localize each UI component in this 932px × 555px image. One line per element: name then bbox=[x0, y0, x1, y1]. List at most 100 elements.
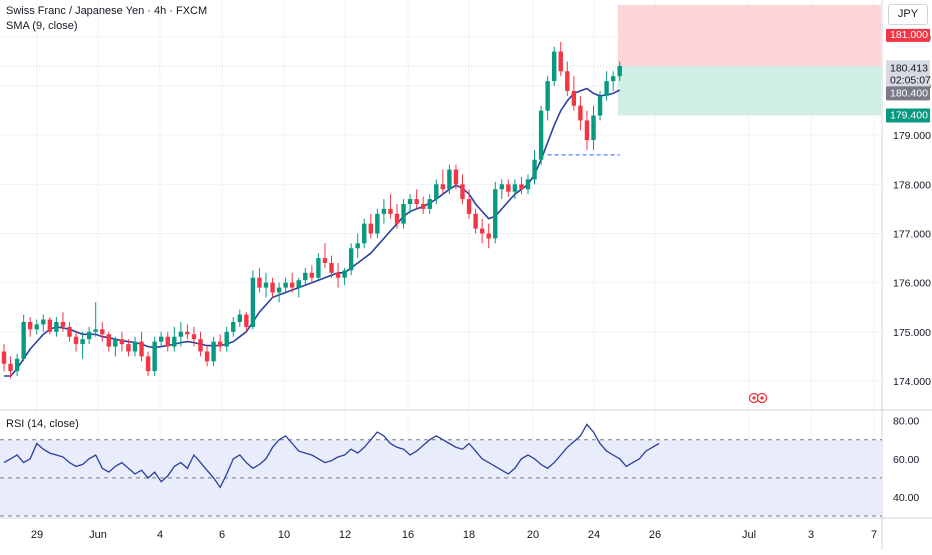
candle-body bbox=[270, 282, 275, 293]
rsi-tick-label: 80.00 bbox=[893, 416, 919, 428]
candle-body bbox=[479, 228, 485, 234]
candle-body bbox=[60, 321, 66, 327]
candle-body bbox=[499, 184, 504, 190]
currency-label[interactable]: JPY bbox=[888, 4, 928, 25]
candle-body bbox=[8, 363, 13, 372]
candle-body bbox=[41, 319, 46, 325]
candle-body bbox=[34, 324, 39, 330]
candle-body bbox=[67, 326, 72, 337]
y-tick-label: 178.000 bbox=[893, 179, 931, 191]
candle-body bbox=[552, 51, 557, 82]
candle-body bbox=[159, 336, 164, 342]
x-tick-label: 18 bbox=[463, 529, 475, 541]
candle-body bbox=[185, 331, 190, 335]
candle-body bbox=[453, 169, 459, 185]
candle-body bbox=[578, 105, 583, 121]
rsi-line bbox=[3, 423, 660, 489]
candle-body bbox=[388, 208, 393, 214]
candle-body bbox=[132, 341, 138, 352]
candle-body bbox=[290, 282, 295, 288]
candle-body bbox=[211, 341, 216, 362]
candle-body bbox=[119, 339, 125, 345]
candle-body bbox=[250, 277, 256, 327]
candle-body bbox=[558, 51, 563, 72]
candle-body bbox=[113, 339, 118, 347]
candle-body bbox=[257, 277, 262, 288]
sma-legend[interactable]: SMA (9, close) bbox=[6, 20, 78, 32]
candle-body bbox=[565, 71, 570, 91]
candle-body bbox=[597, 95, 603, 116]
candle-body bbox=[322, 258, 328, 263]
entry-tag-bg bbox=[886, 86, 930, 101]
candle-body bbox=[139, 341, 144, 357]
stop-tag-bg bbox=[886, 28, 930, 42]
candle-body bbox=[473, 213, 478, 229]
candle-body bbox=[47, 319, 53, 332]
candle-body bbox=[1, 351, 7, 364]
candle-body bbox=[440, 184, 446, 190]
candle-body bbox=[309, 272, 315, 278]
candle-body bbox=[73, 336, 79, 345]
candle-body bbox=[571, 90, 577, 106]
candle-body bbox=[532, 159, 537, 180]
take-profit-tag-bg bbox=[886, 108, 930, 123]
x-tick-label: Jul bbox=[742, 529, 756, 541]
take-profit-zone bbox=[617, 66, 881, 116]
rsi-tick-label: 60.00 bbox=[893, 454, 919, 466]
candle-body bbox=[434, 184, 439, 200]
candle-body bbox=[14, 358, 20, 372]
candle-body bbox=[86, 331, 92, 340]
candle-body bbox=[145, 356, 151, 372]
x-tick-label: 10 bbox=[278, 529, 290, 541]
stop-tag: 181.000 bbox=[890, 29, 928, 41]
rsi-legend[interactable]: RSI (14, close) bbox=[6, 418, 79, 430]
x-tick-label: 3 bbox=[808, 529, 814, 541]
x-tick-label: 12 bbox=[339, 529, 351, 541]
candle-body bbox=[401, 204, 406, 224]
candle-body bbox=[545, 81, 550, 111]
candle-body bbox=[538, 110, 544, 160]
candle-body bbox=[224, 331, 229, 347]
x-tick-label: 20 bbox=[527, 529, 539, 541]
x-tick-label: 16 bbox=[402, 529, 414, 541]
x-tick-label: 29 bbox=[31, 529, 43, 541]
candle-body bbox=[172, 336, 177, 347]
candle-body bbox=[303, 272, 308, 281]
candle-body bbox=[165, 336, 170, 347]
candle-body bbox=[348, 248, 354, 271]
candle-body bbox=[28, 321, 33, 330]
candle-body bbox=[355, 243, 360, 249]
candle-body bbox=[493, 189, 498, 239]
candle-body bbox=[217, 341, 223, 347]
candle-body bbox=[316, 258, 321, 278]
x-tick-label: 6 bbox=[219, 529, 225, 541]
candle-body bbox=[244, 314, 249, 327]
candle-body bbox=[329, 262, 334, 273]
y-tick-label: 175.000 bbox=[893, 327, 931, 339]
take-profit-tag: 179.400 bbox=[890, 110, 928, 122]
candle-body bbox=[610, 76, 616, 82]
candle-body bbox=[126, 344, 131, 352]
candle-body bbox=[407, 199, 413, 204]
sma-line bbox=[4, 87, 621, 377]
candle-body bbox=[152, 341, 157, 372]
x-tick-label: Jun bbox=[89, 529, 107, 541]
x-tick-label: 7 bbox=[871, 529, 877, 541]
event-marker-icon bbox=[748, 392, 768, 404]
y-tick-label: 176.000 bbox=[893, 278, 931, 290]
candle-body bbox=[519, 184, 524, 190]
candle-body bbox=[427, 199, 432, 209]
candle-body bbox=[375, 213, 380, 234]
symbol-legend[interactable]: Swiss Franc / Japanese Yen · 4h · FXCM bbox=[6, 5, 208, 17]
candle-body bbox=[54, 321, 59, 332]
x-tick-label: 24 bbox=[588, 529, 600, 541]
candle-body bbox=[80, 339, 85, 345]
entry-tag: 180.400 bbox=[890, 87, 928, 99]
candle-body bbox=[617, 65, 622, 77]
candle-body bbox=[584, 120, 590, 141]
candle-body bbox=[460, 184, 465, 200]
x-tick-label: 4 bbox=[157, 529, 163, 541]
candle-body bbox=[191, 334, 197, 340]
y-tick-label: 177.000 bbox=[893, 228, 931, 240]
candle-body bbox=[283, 282, 288, 288]
